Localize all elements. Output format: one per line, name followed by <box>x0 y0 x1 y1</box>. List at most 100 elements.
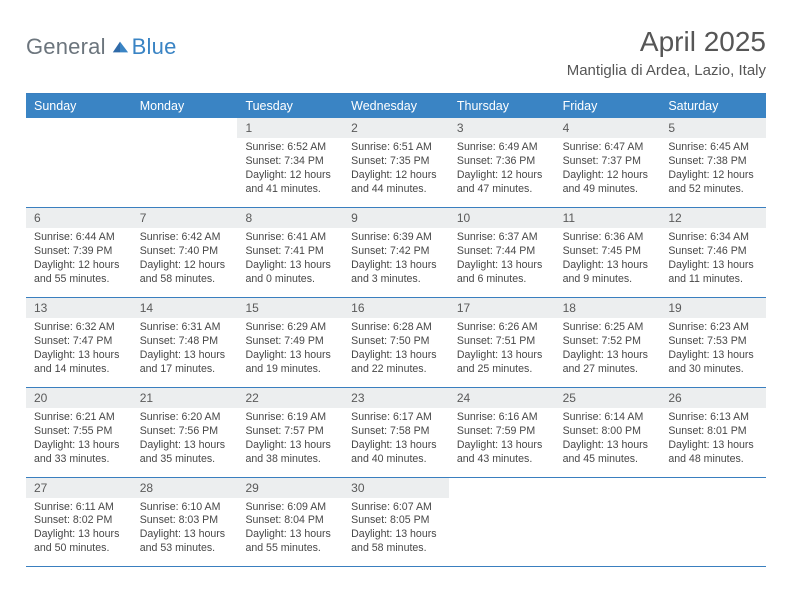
sunrise-text: Sunrise: 6:36 AM <box>563 231 655 245</box>
daylight-text: Daylight: 13 hours and 22 minutes. <box>351 349 443 377</box>
sunrise-text: Sunrise: 6:09 AM <box>245 501 337 515</box>
day-cell: Sunrise: 6:36 AMSunset: 7:45 PMDaylight:… <box>555 228 661 297</box>
daylight-text: Daylight: 13 hours and 14 minutes. <box>34 349 126 377</box>
daylight-text: Daylight: 13 hours and 27 minutes. <box>563 349 655 377</box>
weekday-label: Monday <box>132 94 238 118</box>
daynum-row: 27282930 <box>26 478 766 498</box>
daylight-text: Daylight: 13 hours and 25 minutes. <box>457 349 549 377</box>
weekday-header-row: SundayMondayTuesdayWednesdayThursdayFrid… <box>26 94 766 118</box>
day-number: 22 <box>237 388 343 408</box>
week-row: Sunrise: 6:32 AMSunset: 7:47 PMDaylight:… <box>26 318 766 388</box>
page: General Blue April 2025 Mantiglia di Ard… <box>0 0 792 567</box>
brand-general: General <box>26 34 106 60</box>
day-cell: Sunrise: 6:29 AMSunset: 7:49 PMDaylight:… <box>237 318 343 387</box>
sunset-text: Sunset: 7:41 PM <box>245 245 337 259</box>
weekday-label: Tuesday <box>237 94 343 118</box>
daynum-row: 6789101112 <box>26 208 766 228</box>
day-cell: Sunrise: 6:07 AMSunset: 8:05 PMDaylight:… <box>343 498 449 567</box>
sunset-text: Sunset: 7:45 PM <box>563 245 655 259</box>
sunset-text: Sunset: 7:58 PM <box>351 425 443 439</box>
sunrise-text: Sunrise: 6:52 AM <box>245 141 337 155</box>
empty-cell <box>555 498 661 567</box>
day-cell: Sunrise: 6:52 AMSunset: 7:34 PMDaylight:… <box>237 138 343 207</box>
day-cell: Sunrise: 6:32 AMSunset: 7:47 PMDaylight:… <box>26 318 132 387</box>
daylight-text: Daylight: 13 hours and 38 minutes. <box>245 439 337 467</box>
sunrise-text: Sunrise: 6:25 AM <box>563 321 655 335</box>
daynum-row: 13141516171819 <box>26 298 766 318</box>
daylight-text: Daylight: 12 hours and 55 minutes. <box>34 259 126 287</box>
day-cell: Sunrise: 6:41 AMSunset: 7:41 PMDaylight:… <box>237 228 343 297</box>
day-number: 19 <box>660 298 766 318</box>
empty-cell <box>555 478 661 498</box>
sunset-text: Sunset: 7:55 PM <box>34 425 126 439</box>
sunrise-text: Sunrise: 6:19 AM <box>245 411 337 425</box>
day-cell: Sunrise: 6:51 AMSunset: 7:35 PMDaylight:… <box>343 138 449 207</box>
day-cell: Sunrise: 6:39 AMSunset: 7:42 PMDaylight:… <box>343 228 449 297</box>
daylight-text: Daylight: 13 hours and 58 minutes. <box>351 528 443 556</box>
sunrise-text: Sunrise: 6:42 AM <box>140 231 232 245</box>
sunrise-text: Sunrise: 6:13 AM <box>668 411 760 425</box>
day-number: 9 <box>343 208 449 228</box>
calendar-grid: SundayMondayTuesdayWednesdayThursdayFrid… <box>26 93 766 567</box>
sunrise-text: Sunrise: 6:07 AM <box>351 501 443 515</box>
daylight-text: Daylight: 13 hours and 48 minutes. <box>668 439 760 467</box>
sunset-text: Sunset: 7:47 PM <box>34 335 126 349</box>
sunrise-text: Sunrise: 6:49 AM <box>457 141 549 155</box>
day-cell: Sunrise: 6:26 AMSunset: 7:51 PMDaylight:… <box>449 318 555 387</box>
sunset-text: Sunset: 7:49 PM <box>245 335 337 349</box>
daylight-text: Daylight: 12 hours and 58 minutes. <box>140 259 232 287</box>
sunrise-text: Sunrise: 6:21 AM <box>34 411 126 425</box>
sunrise-text: Sunrise: 6:26 AM <box>457 321 549 335</box>
daylight-text: Daylight: 13 hours and 17 minutes. <box>140 349 232 377</box>
location-label: Mantiglia di Ardea, Lazio, Italy <box>567 62 766 79</box>
day-cell: Sunrise: 6:10 AMSunset: 8:03 PMDaylight:… <box>132 498 238 567</box>
day-cell: Sunrise: 6:28 AMSunset: 7:50 PMDaylight:… <box>343 318 449 387</box>
day-number: 6 <box>26 208 132 228</box>
day-number: 11 <box>555 208 661 228</box>
sunset-text: Sunset: 7:52 PM <box>563 335 655 349</box>
daylight-text: Daylight: 13 hours and 55 minutes. <box>245 528 337 556</box>
empty-cell <box>132 138 238 207</box>
sunset-text: Sunset: 7:59 PM <box>457 425 549 439</box>
day-number: 27 <box>26 478 132 498</box>
day-number: 4 <box>555 118 661 138</box>
day-number: 24 <box>449 388 555 408</box>
week-row: Sunrise: 6:21 AMSunset: 7:55 PM Daylight:… <box>26 408 766 478</box>
sunset-text: Sunset: 7:39 PM <box>34 245 126 259</box>
daylight-text: Daylight: 12 hours and 49 minutes. <box>563 169 655 197</box>
sunrise-text: Sunrise: 6:47 AM <box>563 141 655 155</box>
day-number: 3 <box>449 118 555 138</box>
sunrise-text: Sunrise: 6:23 AM <box>668 321 760 335</box>
weekday-label: Saturday <box>660 94 766 118</box>
day-cell: Sunrise: 6:09 AMSunset: 8:04 PMDaylight:… <box>237 498 343 567</box>
day-cell: Sunrise: 6:44 AMSunset: 7:39 PMDaylight:… <box>26 228 132 297</box>
day-number: 8 <box>237 208 343 228</box>
day-cell: Sunrise: 6:47 AMSunset: 7:37 PMDaylight:… <box>555 138 661 207</box>
daylight-text: Daylight: 13 hours and 9 minutes. <box>563 259 655 287</box>
day-cell: Sunrise: 6:45 AMSunset: 7:38 PMDaylight:… <box>660 138 766 207</box>
daylight-text: Daylight: 13 hours and 11 minutes. <box>668 259 760 287</box>
week-row: Sunrise: 6:44 AMSunset: 7:39 PMDaylight:… <box>26 228 766 298</box>
sunset-text: Sunset: 7:48 PM <box>140 335 232 349</box>
title-block: April 2025 Mantiglia di Ardea, Lazio, It… <box>567 26 766 79</box>
day-number: 21 <box>132 388 238 408</box>
empty-cell <box>132 118 238 138</box>
sunset-text: Sunset: 7:37 PM <box>563 155 655 169</box>
sunrise-text: Sunrise: 6:34 AM <box>668 231 760 245</box>
sunrise-text: Sunrise: 6:16 AM <box>457 411 549 425</box>
daylight-text: Daylight: 13 hours and 43 minutes. <box>457 439 549 467</box>
sunset-text: Sunset: 7:36 PM <box>457 155 549 169</box>
sunrise-text: Sunrise: 6:37 AM <box>457 231 549 245</box>
daylight-text: Daylight: 12 hours and 47 minutes. <box>457 169 549 197</box>
sunset-text: Sunset: 8:03 PM <box>140 514 232 528</box>
day-cell: Sunrise: 6:21 AMSunset: 7:55 PMDaylight:… <box>26 408 132 477</box>
day-cell: Sunrise: 6:20 AMSunset: 7:56 PMDaylight:… <box>132 408 238 477</box>
empty-cell <box>26 138 132 207</box>
sunrise-text: Sunrise: 6:39 AM <box>351 231 443 245</box>
day-number: 25 <box>555 388 661 408</box>
week-row: Sunrise: 6:52 AMSunset: 7:34 PMDaylight:… <box>26 138 766 208</box>
day-number: 29 <box>237 478 343 498</box>
day-cell: Sunrise: 6:34 AMSunset: 7:46 PMDaylight:… <box>660 228 766 297</box>
empty-cell <box>26 118 132 138</box>
day-cell: Sunrise: 6:23 AMSunset: 7:53 PMDaylight:… <box>660 318 766 387</box>
